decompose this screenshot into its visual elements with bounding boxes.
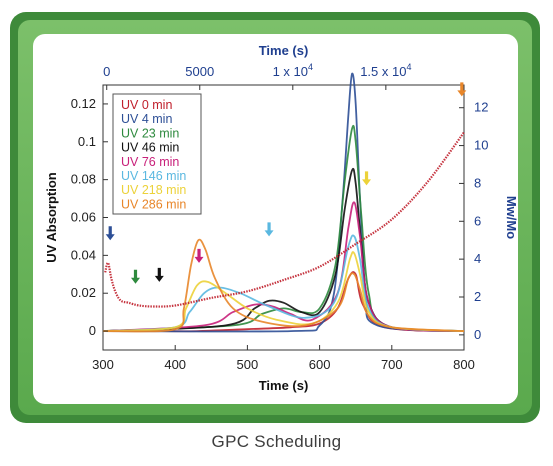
top-tick-label: 0: [103, 64, 110, 79]
right-axis-label: Mw/Mo: [504, 196, 519, 239]
arrow-marker-uv-76-min: [194, 248, 204, 263]
right-tick-label: 4: [474, 251, 481, 266]
legend-entry: UV 4 min: [121, 112, 172, 126]
series-line-uv-286-min: [102, 238, 465, 333]
legend-entry: UV 76 min: [121, 155, 179, 169]
right-tick-label: 8: [474, 175, 481, 190]
legend-entry: UV 286 min: [121, 197, 186, 211]
top-tick-exponent: 4: [406, 62, 411, 72]
series-line-mw-mo: [104, 131, 465, 308]
arrow-marker-uv-46-min: [154, 267, 164, 282]
x-axis-label: Time (s): [259, 378, 309, 393]
legend-entry: UV 146 min: [121, 169, 186, 183]
arrow-marker-uv-218-min: [362, 171, 372, 186]
x-tick-label: 800: [453, 357, 475, 372]
right-tick-label: 0: [474, 327, 481, 342]
legend-entry: UV 23 min: [121, 126, 179, 140]
top-tick-exponent: 4: [308, 62, 313, 72]
x-tick-label: 400: [164, 357, 186, 372]
arrow-marker-uv-4-min: [105, 226, 115, 241]
legend-box: [112, 93, 202, 215]
y-tick-label: 0.06: [71, 210, 96, 225]
series-line-uv-23-min: [102, 124, 465, 332]
y-tick-label: 0.02: [71, 285, 96, 300]
legend-entry: UV 0 min: [121, 98, 172, 112]
top-tick-label: 1 x 104: [273, 62, 313, 79]
legend-entry: UV 218 min: [121, 183, 186, 197]
series-line-uv-218-min: [102, 251, 465, 332]
figure-caption: GPC Scheduling: [211, 432, 342, 451]
y-tick-label: 0.08: [71, 172, 96, 187]
right-tick-label: 6: [474, 213, 481, 228]
series-line-uv-146-min: [102, 234, 465, 332]
arrow-marker-uv-23-min: [130, 269, 140, 284]
right-tick-label: 2: [474, 289, 481, 304]
series-layer: [102, 72, 465, 333]
y-tick-label: 0: [89, 323, 96, 338]
top-tick-label: 1.5 x 104: [360, 62, 411, 79]
x-tick-label: 300: [92, 357, 114, 372]
top-tick-label: 5000: [185, 64, 214, 79]
y-axis-label: UV Absorption: [44, 172, 59, 263]
y-tick-label: 0.1: [78, 134, 96, 149]
y-tick-label: 0.04: [71, 247, 96, 262]
right-tick-label: 12: [474, 100, 488, 115]
x-tick-label: 600: [309, 357, 331, 372]
legend-entry: UV 46 min: [121, 141, 179, 155]
y-tick-label: 0.12: [71, 96, 96, 111]
arrow-marker-uv-146-min: [264, 222, 274, 237]
x-tick-label: 500: [237, 357, 259, 372]
right-tick-label: 10: [474, 138, 488, 153]
top-axis-label: Time (s): [259, 43, 309, 58]
arrow-marker-uv-286-min: [457, 82, 467, 97]
x-tick-label: 700: [381, 357, 403, 372]
marker-layer: [105, 82, 467, 284]
